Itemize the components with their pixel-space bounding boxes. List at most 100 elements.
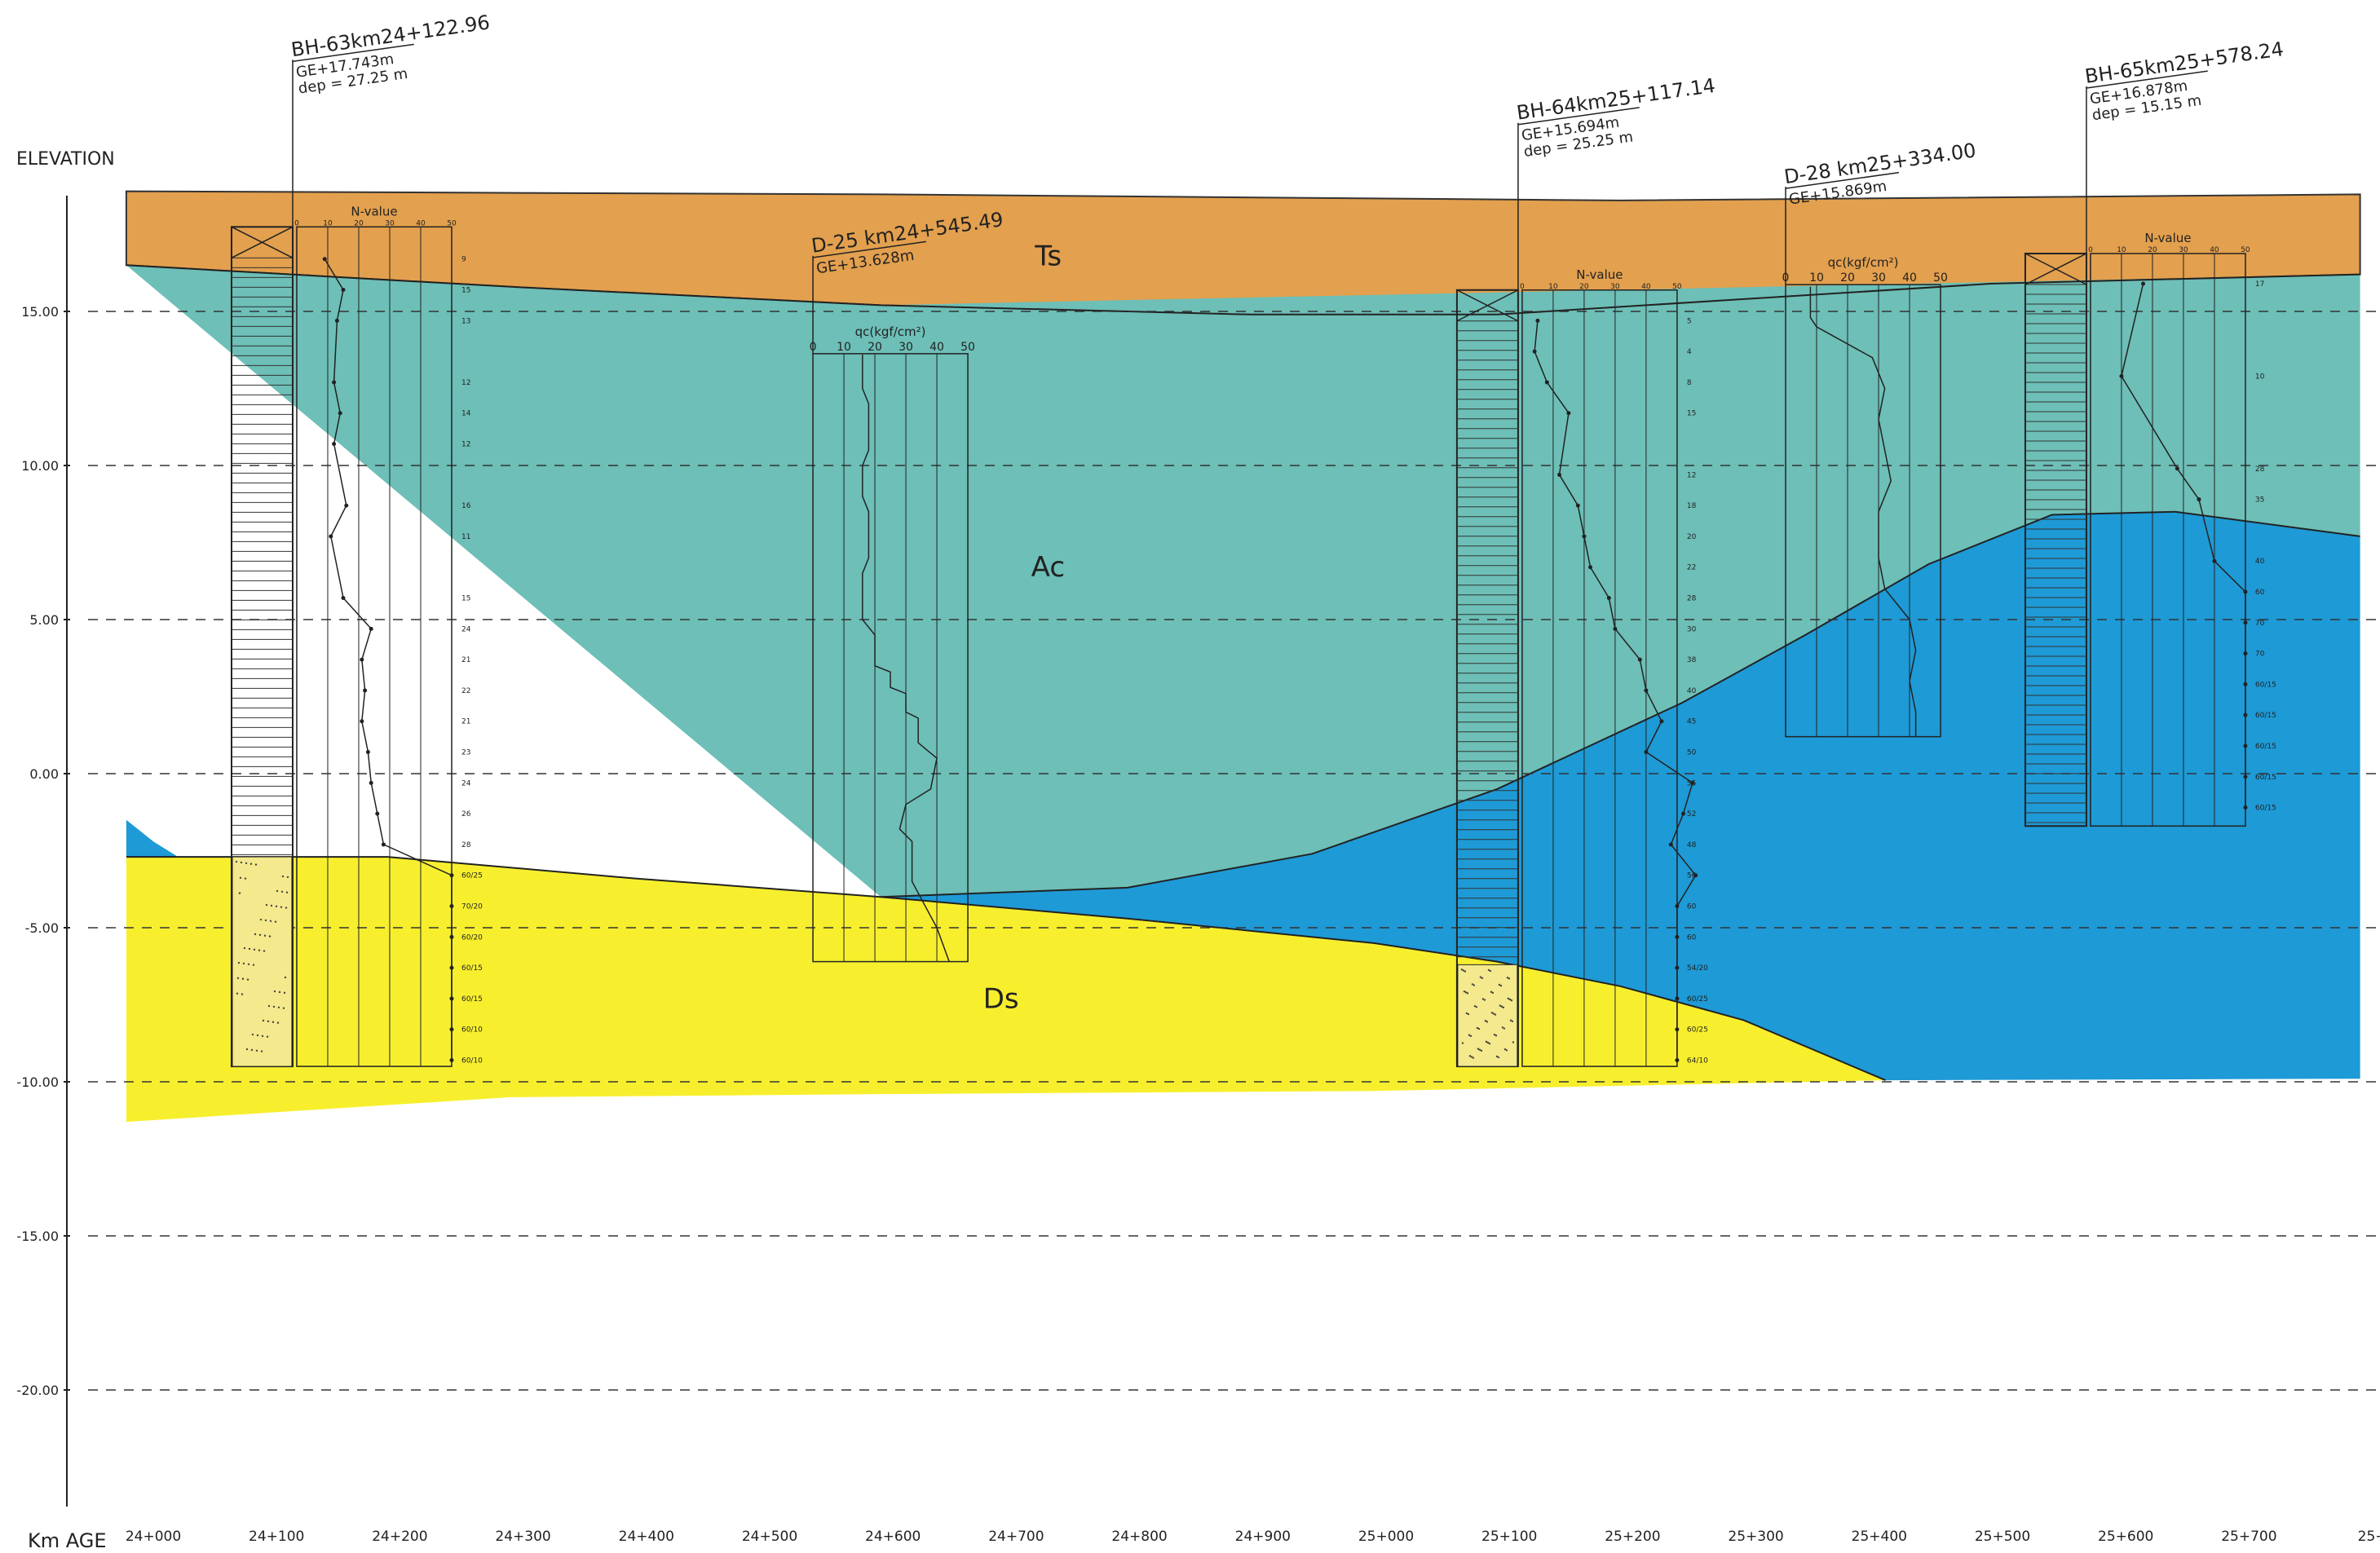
x-tick-label: 24+000 [126,1529,181,1545]
sand-dot [240,861,243,864]
nvalue-point [449,934,454,939]
sand-dot [259,918,263,921]
nvalue-point [1566,411,1571,416]
nvalue-point [2197,497,2201,502]
nvalue-label: 60/25 [461,872,483,880]
sand-dot [1478,1048,1481,1051]
nvalue-label: 30 [1687,625,1697,633]
soil-layers [125,190,2361,1123]
nvalue-scale-label: 40 [1641,283,1651,291]
sand-dot [1510,999,1513,1002]
nvalue-point [1535,318,1540,323]
nvalue-frame [2090,253,2246,827]
sand-dot [248,947,251,951]
cpt-scale-label: 20 [1840,271,1855,285]
sand-dot [1481,977,1484,979]
x-tick-label: 24+700 [988,1529,1044,1545]
cpt-title: qc(kgf/cm²) [1828,255,1899,270]
nvalue-point [1693,873,1698,878]
sand-dot [249,863,253,865]
y-tick-label: -5.00 [25,920,59,936]
axes: ELEVATION Km AGE [16,149,115,1552]
nvalue-label: 56 [1687,872,1697,880]
nvalue-frame [296,226,453,1067]
sand-dot [283,991,286,995]
nvalue-label: 60/15 [2255,743,2276,751]
sand-dot [1471,983,1474,986]
nvalue-point [1675,1027,1680,1032]
nvalue-label: 60/15 [461,995,483,1004]
nvalue-point [1675,996,1680,1001]
layer-ds-fill [126,857,2360,1123]
nvalue-point [1575,503,1580,508]
nvalue-label: 64/10 [1687,1057,1708,1065]
layer-label-ts: Ts [1034,240,1062,272]
nvalue-point [1644,750,1649,755]
nvalue-point [2243,713,2248,717]
nvalue-point [1582,534,1587,539]
nvalue-point [1668,842,1673,847]
sand-dot [241,993,244,995]
sand-dot [1469,1035,1473,1038]
sand-dot [1493,1033,1496,1036]
sand-dot [284,976,287,979]
nvalue-label: 70 [2255,620,2265,628]
cpt-frame [812,353,969,963]
sand-dot [1502,1006,1505,1009]
sand-dot [1504,1048,1507,1051]
sand-dot [258,949,261,951]
cpt-scale-label: 50 [1933,271,1948,285]
sand-dot [1490,990,1493,993]
sand-dot [1460,968,1464,971]
nvalue-scale-label: 40 [2210,246,2219,254]
nvalue-scale-label: 10 [1548,283,1558,291]
nvalue-label: 22 [461,687,470,695]
nvalue-label: 60/20 [461,933,483,942]
sand-dot [255,1049,258,1052]
sand-dot [265,903,268,907]
x-tick-label: 25+700 [2221,1529,2276,1545]
nvalue-scale-label: 40 [416,219,426,227]
sand-dot [267,1020,270,1023]
nvalue-scale-label: 0 [2088,246,2093,254]
x-tick-label: 24+500 [742,1529,797,1545]
sand-dot [238,892,241,894]
sand-dot [285,907,288,909]
nvalue-point [1588,565,1593,570]
nvalue-label: 16 [461,502,471,510]
nvalue-label: 70 [2255,651,2265,659]
sand-dot [1470,1056,1473,1058]
sand-dot [1508,977,1511,980]
sand-dot [1464,991,1468,994]
borehole-id-underline [1518,107,1640,126]
nvalue-point [341,596,346,601]
nvalue-point [1637,657,1642,662]
y-tick-label: -20.00 [16,1383,59,1398]
nvalue-point [449,873,454,878]
x-tick-label: 25+ [2358,1529,2380,1545]
nvalue-point [2212,558,2217,563]
layer-label-ds: Ds [983,982,1019,1015]
nvalue-point [322,257,327,262]
nvalue-label: 28 [1687,595,1697,603]
nvalue-point [449,1027,454,1032]
nvalue-label: 60/10 [461,1057,483,1065]
nvalue-profile [324,258,453,1061]
nvalue-label: 20 [1687,533,1697,541]
sand-dot [1486,1021,1489,1023]
nvalue-point [2243,620,2248,625]
sand-dot [254,933,257,936]
nvalue-label: 24 [461,625,471,633]
sand-dot [1476,1026,1479,1030]
nvalue-point [2141,281,2146,286]
sand-dot [1499,1004,1502,1007]
nvalue-point [1532,349,1537,354]
nvalue-point [1675,965,1680,970]
nvalue-scale-label: 50 [447,219,457,227]
x-tick-label: 25+300 [1728,1529,1783,1545]
sand-dot [1461,1042,1464,1044]
nvalue-point [2243,651,2248,656]
